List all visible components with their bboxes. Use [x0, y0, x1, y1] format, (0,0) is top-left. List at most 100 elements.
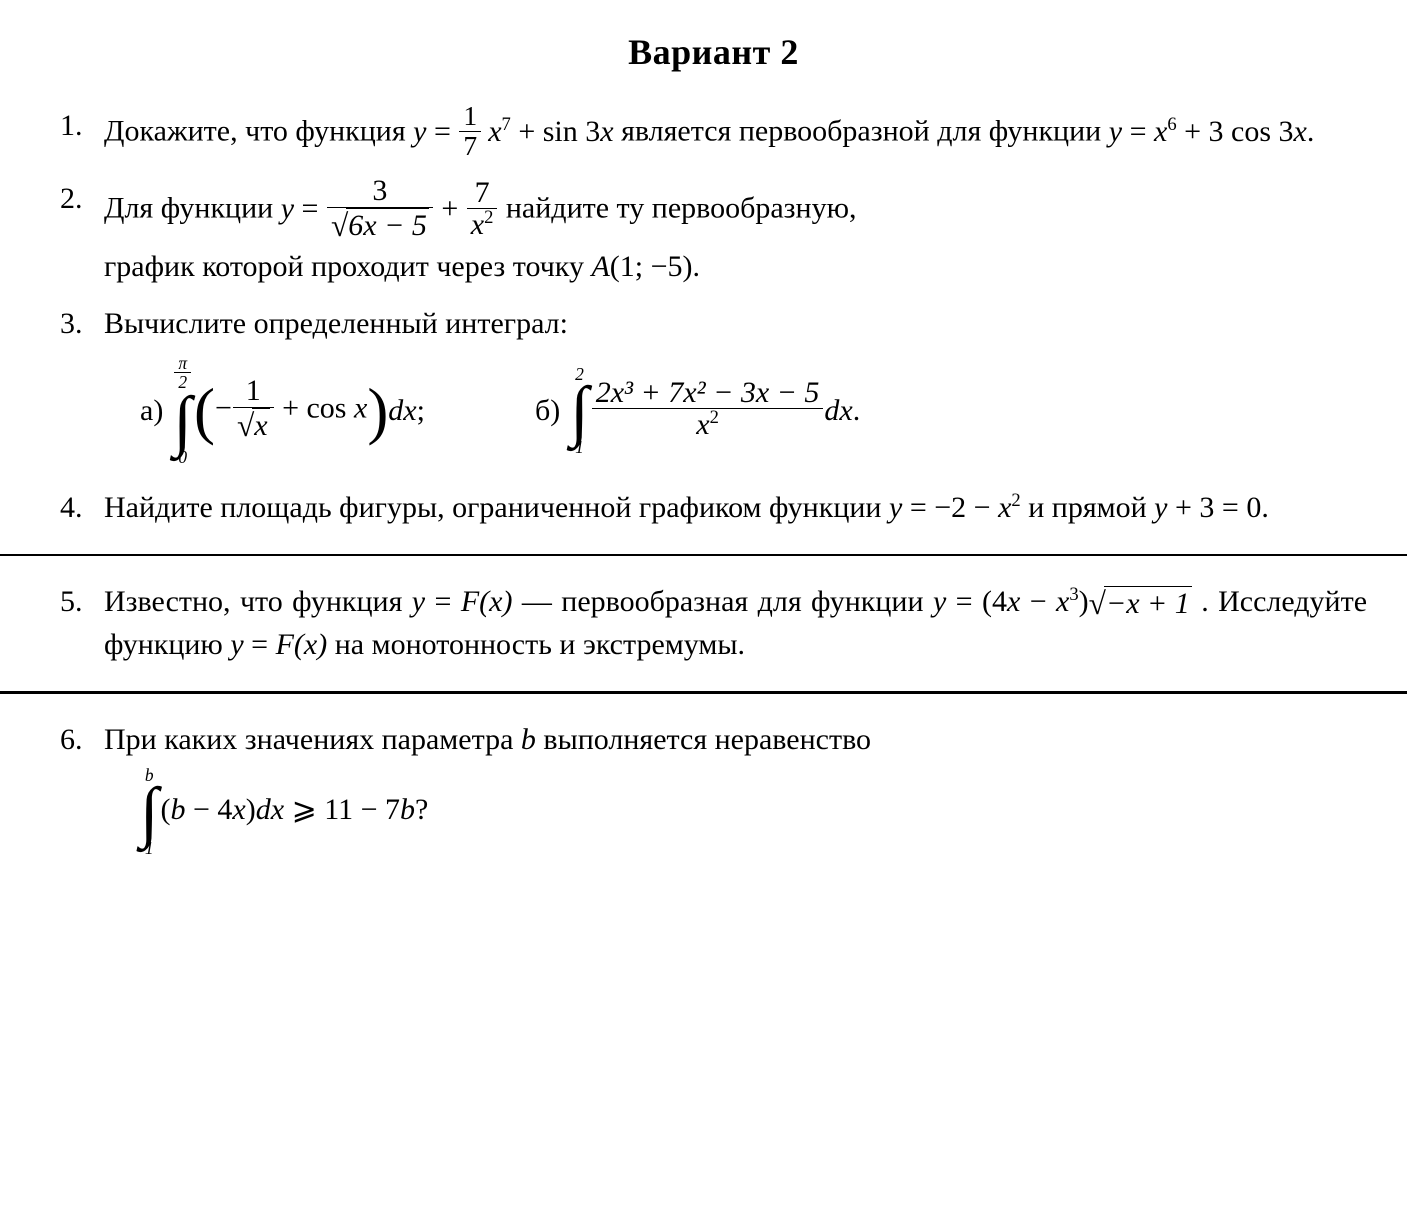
p1-frac-1-7: 17 — [459, 102, 481, 161]
p4-text2: и прямой — [1028, 491, 1154, 524]
p1-eq2: = — [1122, 115, 1154, 148]
p1-cos: + 3 cos 3 — [1177, 115, 1294, 148]
p3-a-cosx: x — [354, 392, 367, 425]
problems-list: Докажите, что функция y = 17 x7 + sin 3x… — [60, 104, 1367, 529]
p6-mid: − 4 — [186, 793, 233, 826]
p6-body-x: x — [232, 793, 245, 826]
p3-a-end: ; — [417, 389, 425, 433]
p2-frac2: 7x2 — [467, 177, 498, 241]
p2-text1: Для функции — [104, 192, 281, 225]
p2-sqrt: √6x − 5 — [331, 208, 429, 242]
p4-xsq: x — [998, 491, 1011, 524]
p5-eq2: = (4 — [946, 585, 1007, 618]
p5-minus: − — [1020, 585, 1056, 618]
p5-F2x: (x) — [294, 628, 327, 661]
integral-icon: ∫ — [570, 383, 589, 438]
p5-sqrt-body: −x + 1 — [1104, 586, 1192, 620]
problem-3: Вычислите определенный интеграл: а) π2 ∫… — [60, 302, 1367, 466]
p3-text1: Вычислите определенный интеграл: — [104, 307, 568, 340]
p3-b-lb: 1 — [575, 439, 584, 456]
p1-y1: y — [413, 115, 426, 148]
p5-Fx: (x) — [479, 585, 512, 618]
p3-a-integral: π2 ∫ 0 — [173, 356, 192, 466]
p3-a-sqrt: √x — [237, 408, 270, 442]
p3-a-neg: − — [215, 392, 232, 425]
p4-eq1: = −2 − — [902, 491, 998, 524]
p2-eq: = — [294, 192, 326, 225]
separator-1 — [0, 554, 1407, 556]
p5-y: y — [412, 585, 425, 618]
problem-6: При каких значениях параметра b выполняе… — [60, 718, 1367, 858]
p3-a-frac: 1√x — [233, 375, 274, 443]
p5-sqrt: √−x + 1 — [1089, 586, 1192, 620]
p3-a-label: а) — [140, 389, 163, 433]
p6-text1: При каких значениях параметра — [104, 723, 521, 756]
problem-1: Докажите, что функция y = 17 x7 + sin 3x… — [60, 104, 1367, 163]
p5-close: ) — [1079, 585, 1089, 618]
p2-plus: + — [434, 192, 466, 225]
p6-integral-line: b ∫ 1 (b − 4x)dx ⩾ 11 − 7b? — [140, 767, 1367, 857]
p3-b-label: б) — [535, 389, 560, 433]
p1-x6-exp: 6 — [1167, 114, 1176, 135]
p1-x7-exp: 7 — [502, 114, 511, 135]
p2-f2-den-x: x — [471, 208, 484, 241]
p3-a: а) π2 ∫ 0 ( −1√x + cos x ) dx; — [140, 356, 425, 466]
p3-a-cos: + cos — [275, 392, 354, 425]
p6-integral: b ∫ 1 — [140, 767, 159, 857]
p2-A: A — [591, 250, 609, 283]
p3-a-ub: π2 — [173, 356, 192, 394]
p2-f1-den: √6x − 5 — [327, 208, 433, 243]
p5-x1: x — [1007, 585, 1020, 618]
p6-b: b — [521, 723, 536, 756]
p5-dash: — первообразная для функ­ции — [522, 585, 933, 618]
p3-b-end: . — [853, 389, 861, 433]
p1-sin: + sin 3 — [511, 115, 600, 148]
p1-text2: является первооб­разной для функции — [621, 115, 1109, 148]
p1-y2: y — [1109, 115, 1122, 148]
p6-b2: b — [400, 793, 415, 826]
p1-cosx: x — [1294, 115, 1307, 148]
p5-eq3: = — [244, 628, 276, 661]
integral-icon: ∫ — [140, 784, 159, 839]
p1-f1-num: 1 — [459, 102, 481, 132]
p6-dx: dx — [256, 793, 284, 826]
p3-a-f-den: √x — [233, 408, 274, 443]
p6-geq: ⩾ 11 − 7 — [284, 793, 400, 826]
p2-f2-num: 7 — [467, 177, 498, 210]
p3-b: б) 2 ∫ 1 2x³ + 7x² − 3x − 5 x2 dx. — [535, 366, 860, 456]
p2-f2-den-exp: 2 — [484, 207, 493, 228]
p4-xsq-exp: 2 — [1011, 490, 1020, 511]
problems-list-3: При каких значениях параметра b выполняе… — [60, 718, 1367, 858]
problem-5: Известно, что функция y = F(x) — первооб… — [60, 580, 1367, 667]
p6-lb: 1 — [145, 840, 154, 857]
p1-x7: x — [488, 115, 501, 148]
p3-b-den: x2 — [592, 409, 824, 441]
p2-text3: график которой проходит через точку — [104, 250, 591, 283]
p2-f1-num: 3 — [327, 175, 433, 208]
p5-F2: F — [276, 628, 294, 661]
p2-y: y — [281, 192, 294, 225]
p3-a-sqrt-body: x — [252, 408, 269, 442]
p5-x3-exp: 3 — [1069, 584, 1078, 605]
p2-sqrt-body: 6x − 5 — [346, 208, 429, 242]
p3-b-dx: dx — [824, 389, 852, 433]
p5-text1: Известно, что функция — [104, 585, 412, 618]
p3-a-paren: ( −1√x + cos x ) — [194, 377, 388, 445]
p5-x3: x — [1056, 585, 1069, 618]
p6-open: ( — [161, 793, 171, 826]
p2-f2-den: x2 — [467, 209, 498, 241]
p3-b-integral: 2 ∫ 1 — [570, 366, 589, 456]
problem-4: Найдите площадь фигуры, ограниченной гра… — [60, 486, 1367, 530]
p1-f1-den: 7 — [459, 132, 481, 161]
p4-text1: Найдите площадь фигуры, ограниченной гра… — [104, 491, 889, 524]
p5-y3: y — [230, 628, 243, 661]
problem-2: Для функции y = 3√6x − 5 + 7x2 найдите т… — [60, 177, 1367, 288]
variant-title: Вариант 2 — [60, 26, 1367, 78]
p2-text2: найдите ту первообразную, — [506, 192, 857, 225]
p2-coords: (1; −5). — [610, 250, 700, 283]
p4-y2: y — [1154, 491, 1167, 524]
p3-b-den-x: x — [696, 408, 709, 441]
p6-text2: выполняется неравенство — [536, 723, 871, 756]
p5-y2: y — [933, 585, 946, 618]
p3-a-ub-num: π — [174, 354, 191, 373]
